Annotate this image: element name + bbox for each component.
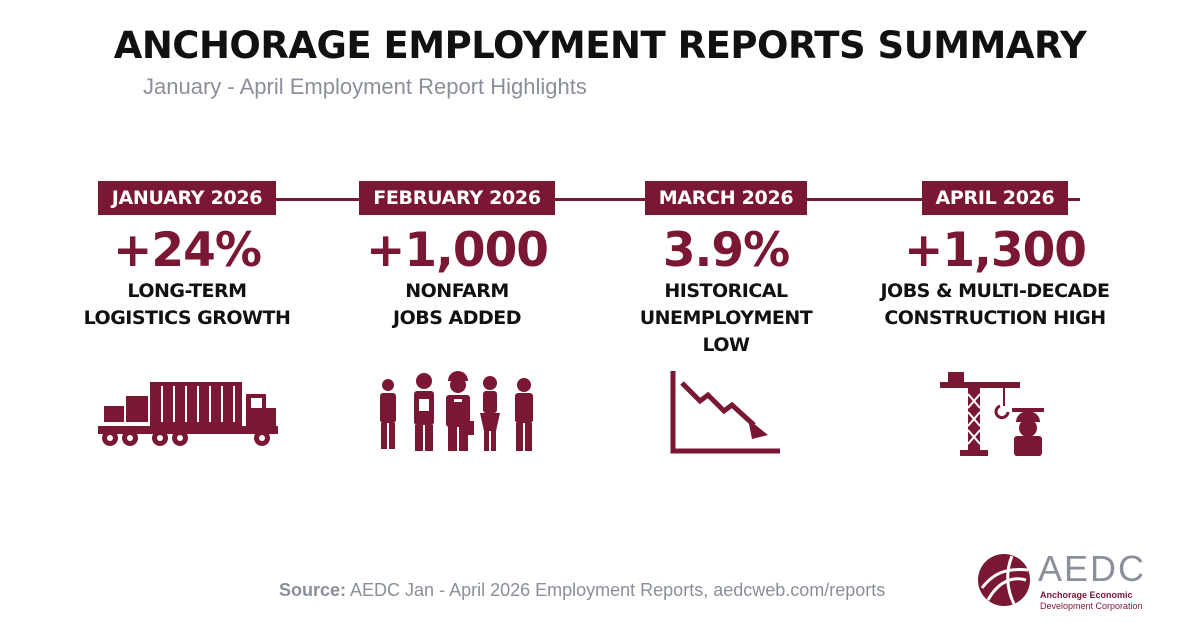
timeline-line (100, 198, 1080, 201)
caption-line: LOGISTICS GROWTH (83, 307, 291, 329)
month-column-february: FEBRUARY 2026 +1,000 NONFARM JOBS ADDED (322, 181, 592, 332)
month-stat: 3.9% (662, 223, 790, 278)
aedc-logo: AEDC Anchorage Economic Development Corp… (976, 548, 1176, 612)
truck-icon (98, 382, 278, 446)
month-badge: JANUARY 2026 (97, 181, 277, 215)
month-column-january: JANUARY 2026 +24% LONG-TERM LOGISTICS GR… (52, 181, 322, 332)
caption-line: LOW (702, 334, 750, 356)
source-label: Source: (279, 580, 347, 600)
logo-subtitle: Anchorage Economic Development Corporati… (1040, 590, 1143, 612)
logo-name: AEDC (1038, 548, 1147, 589)
caption-line: CONSTRUCTION HIGH (884, 307, 1106, 329)
caption-line: NONFARM (405, 280, 509, 302)
month-caption: LONG-TERM LOGISTICS GROWTH (52, 278, 322, 332)
declining-chart-icon (670, 371, 780, 454)
month-stat: +1,300 (903, 223, 1087, 278)
month-badge: APRIL 2026 (921, 181, 1069, 215)
month-column-march: MARCH 2026 3.9% HISTORICAL UNEMPLOYMENT … (591, 181, 861, 359)
month-caption: NONFARM JOBS ADDED (322, 278, 592, 332)
month-stat: +1,000 (365, 223, 549, 278)
caption-line: UNEMPLOYMENT (639, 307, 813, 329)
workers-icon (380, 371, 533, 451)
month-badge: MARCH 2026 (644, 181, 808, 215)
month-badge: FEBRUARY 2026 (359, 181, 555, 215)
caption-line: HISTORICAL (664, 280, 788, 302)
logo-subtitle-line1: Anchorage Economic (1040, 590, 1133, 600)
crane-worker-icon (940, 372, 1044, 456)
page-title: ANCHORAGE EMPLOYMENT REPORTS SUMMARY (113, 24, 1087, 67)
globe-logo-icon (978, 554, 1030, 606)
month-caption: HISTORICAL UNEMPLOYMENT LOW (591, 278, 861, 359)
month-caption: JOBS & MULTI-DECADE CONSTRUCTION HIGH (860, 278, 1130, 332)
month-column-april: APRIL 2026 +1,300 JOBS & MULTI-DECADE CO… (860, 181, 1130, 332)
source-text: AEDC Jan - April 2026 Employment Reports… (346, 580, 886, 600)
caption-line: LONG-TERM (127, 280, 247, 302)
page-subtitle: January - April Employment Report Highli… (143, 74, 587, 99)
caption-line: JOBS & MULTI-DECADE (880, 280, 1110, 302)
source-note: Source: AEDC Jan - April 2026 Employment… (279, 580, 885, 601)
logo-subtitle-line2: Development Corporation (1040, 601, 1143, 611)
month-stat: +24% (113, 223, 262, 278)
caption-line: JOBS ADDED (393, 307, 522, 329)
